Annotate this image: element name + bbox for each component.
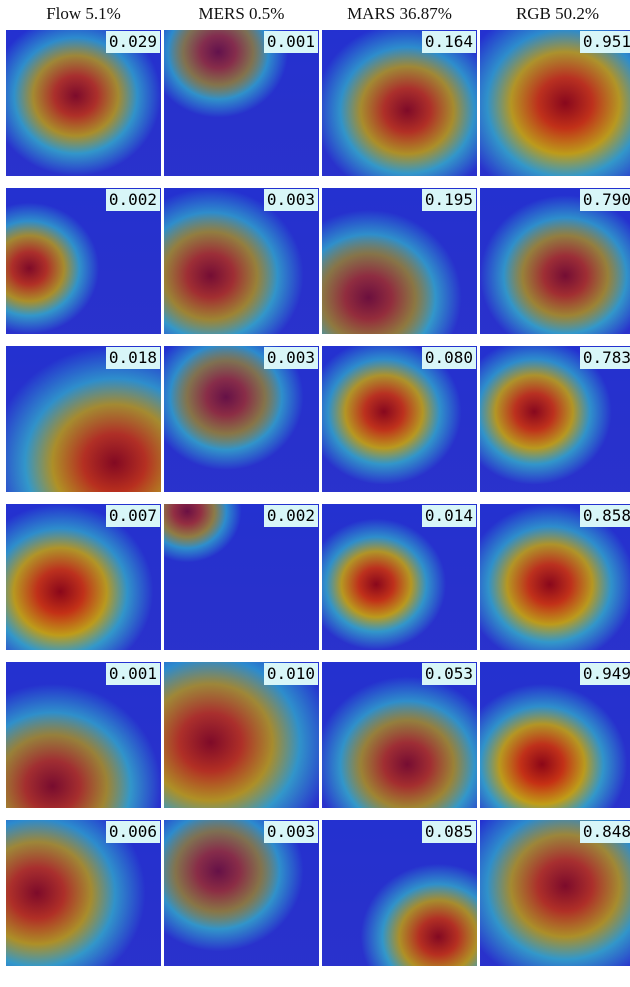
confidence-score: 0.007: [105, 505, 160, 527]
heatmap-tile: 0.085: [322, 820, 477, 966]
heatmap-image: [322, 188, 477, 334]
confidence-score: 0.001: [263, 31, 318, 53]
confidence-score: 0.029: [105, 31, 160, 53]
confidence-score: 0.783: [579, 347, 630, 369]
heatmap-image: [6, 662, 161, 808]
heatmap-tile: 0.003: [164, 188, 319, 334]
heatmap-image: [322, 504, 477, 650]
heatmap-image: [322, 30, 477, 176]
confidence-score: 0.164: [421, 31, 476, 53]
column-header-mers: MERS 0.5%: [198, 4, 285, 23]
heatmap-image: [480, 662, 630, 808]
confidence-score: 0.949: [579, 663, 630, 685]
heatmap-image: [322, 662, 477, 808]
column-header-rgb: RGB 50.2%: [515, 4, 600, 23]
confidence-score: 0.002: [105, 189, 160, 211]
confidence-score: 0.858: [579, 505, 630, 527]
heatmap-tile: 0.018: [6, 346, 161, 492]
confidence-score: 0.080: [421, 347, 476, 369]
heatmap-image: [164, 188, 319, 334]
confidence-score: 0.085: [421, 821, 476, 843]
heatmap-tile: 0.783: [480, 346, 630, 492]
heatmap-tile: 0.001: [6, 662, 161, 808]
heatmap-tile: 0.003: [164, 820, 319, 966]
column-header-mars: MARS 36.87%: [347, 4, 452, 23]
heatmap-tile: 0.006: [6, 820, 161, 966]
heatmap-image: [164, 504, 319, 650]
heatmap-tile: 0.195: [322, 188, 477, 334]
heatmap-tile: 0.002: [164, 504, 319, 650]
heatmap-image: [164, 662, 319, 808]
heatmap-image: [322, 346, 477, 492]
confidence-score: 0.014: [421, 505, 476, 527]
confidence-score: 0.018: [105, 347, 160, 369]
heatmap-image: [6, 504, 161, 650]
confidence-score: 0.002: [263, 505, 318, 527]
heatmap-tile: 0.003: [164, 346, 319, 492]
heatmap-image: [6, 346, 161, 492]
heatmap-tile: 0.053: [322, 662, 477, 808]
confidence-score: 0.006: [105, 821, 160, 843]
heatmap-tile: 0.164: [322, 30, 477, 176]
confidence-score: 0.848: [579, 821, 630, 843]
heatmap-image: [480, 30, 630, 176]
heatmap-image: [6, 820, 161, 966]
confidence-score: 0.010: [263, 663, 318, 685]
heatmap-tile: 0.949: [480, 662, 630, 808]
heatmap-tile: 0.014: [322, 504, 477, 650]
heatmap-tile: 0.010: [164, 662, 319, 808]
confidence-score: 0.003: [263, 821, 318, 843]
heatmap-image: [480, 820, 630, 966]
heatmap-image: [480, 188, 630, 334]
confidence-score: 0.195: [421, 189, 476, 211]
confidence-score: 0.003: [263, 347, 318, 369]
heatmap-tile: 0.001: [164, 30, 319, 176]
heatmap-image: [322, 820, 477, 966]
confidence-score: 0.951: [579, 31, 630, 53]
heatmap-image: [164, 346, 319, 492]
column-headers: Flow 5.1% MERS 0.5% MARS 36.87% RGB 50.2…: [0, 0, 630, 30]
confidence-score: 0.001: [105, 663, 160, 685]
heatmap-tile: 0.007: [6, 504, 161, 650]
heatmap-image: [164, 30, 319, 176]
heatmap-tile: 0.029: [6, 30, 161, 176]
heatmap-image: [164, 820, 319, 966]
confidence-score: 0.790: [579, 189, 630, 211]
heatmap-image: [6, 30, 161, 176]
heatmap-tile: 0.790: [480, 188, 630, 334]
heatmap-image: [6, 188, 161, 334]
heatmap-tile: 0.951: [480, 30, 630, 176]
confidence-score: 0.053: [421, 663, 476, 685]
confidence-score: 0.003: [263, 189, 318, 211]
heatmap-tile: 0.858: [480, 504, 630, 650]
heatmap-tile: 0.848: [480, 820, 630, 966]
column-header-flow: Flow 5.1%: [46, 4, 121, 23]
heatmap-tile: 0.080: [322, 346, 477, 492]
heatmap-image: [480, 504, 630, 650]
heatmap-tile: 0.002: [6, 188, 161, 334]
heatmap-image: [480, 346, 630, 492]
